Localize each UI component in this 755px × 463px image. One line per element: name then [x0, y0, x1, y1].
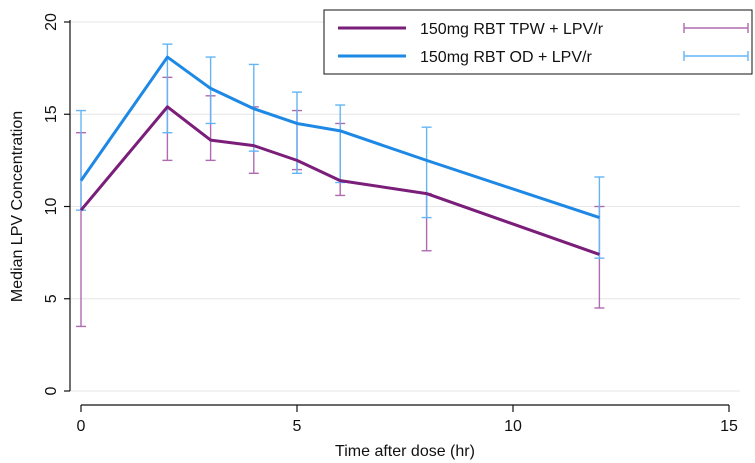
- x-tick-label-0: 0: [77, 418, 86, 435]
- series-line-od: [79, 55, 600, 219]
- legend: 150mg RBT TPW + LPV/r 150mg RBT OD + LPV…: [323, 9, 753, 75]
- x-axis-title: Time after dose (hr): [335, 443, 475, 460]
- legend-label-tpw: 150mg RBT TPW + LPV/r: [420, 21, 604, 38]
- errorbar-od-6: [421, 126, 432, 219]
- errorbar-od-5: [335, 104, 346, 184]
- series-layer: [76, 43, 605, 328]
- legend-box: [323, 9, 753, 75]
- y-tick-label-5: 5: [43, 294, 60, 303]
- y-tick-label-10: 10: [43, 198, 60, 216]
- legend-item-od: 150mg RBT OD + LPV/r: [338, 49, 749, 66]
- legend-item-tpw: 150mg RBT TPW + LPV/r: [338, 21, 749, 38]
- legend-errorbar-od: [683, 51, 749, 61]
- y-tick-label-15: 15: [43, 105, 60, 123]
- series-line-tpw: [79, 105, 600, 256]
- x-tick-label-5: 5: [293, 418, 302, 435]
- legend-label-od: 150mg RBT OD + LPV/r: [420, 49, 592, 66]
- x-tick-label-15: 15: [720, 418, 738, 435]
- x-tick-label-10: 10: [504, 418, 522, 435]
- y-tick-label-20: 20: [43, 13, 60, 31]
- axis-layer: 0 5 10 15 20 0 5 10 15: [43, 13, 738, 435]
- y-tick-label-0: 0: [43, 386, 60, 395]
- legend-errorbar-tpw: [683, 23, 749, 33]
- y-axis-title: Median LPV Concentration: [9, 111, 26, 302]
- errorbar-od-2: [205, 56, 216, 125]
- errorbar-od-0: [76, 109, 86, 211]
